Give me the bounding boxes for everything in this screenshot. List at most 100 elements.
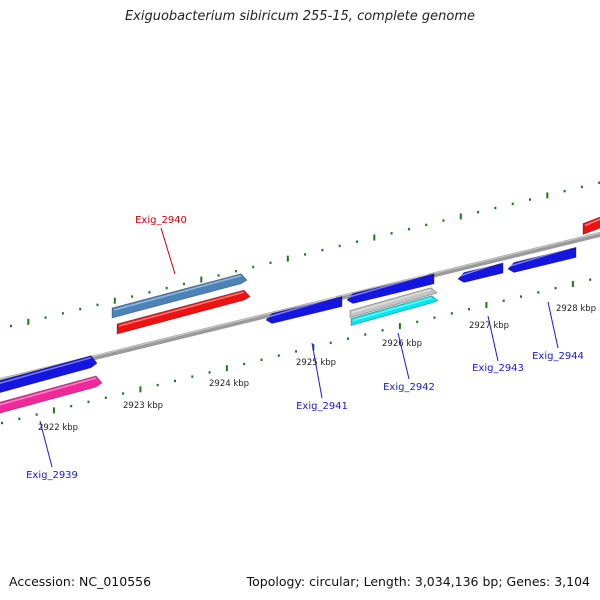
gene-exig-2942-highlight (352, 297, 433, 322)
minor-tick (156, 383, 159, 387)
minor-tick (356, 240, 358, 243)
gene-label-exig-2944[interactable]: Exig_2944 (532, 351, 584, 362)
minor-tick (183, 282, 185, 286)
major-tick (113, 297, 116, 304)
gene-exig-2942-upper[interactable] (346, 273, 435, 304)
scale-label-2927: 2927 kbp (469, 321, 509, 331)
major-tick (52, 407, 55, 414)
gene-exig-2943-highlight (459, 262, 498, 277)
scale-label-2928: 2928 kbp (556, 304, 596, 314)
gene-exig-2942-upper-highlight (348, 273, 429, 298)
gene-exig-2943[interactable] (457, 262, 504, 283)
minor-tick (243, 362, 246, 366)
minor-tick (191, 375, 194, 378)
minor-tick (10, 324, 12, 328)
major-tick (373, 234, 376, 241)
gene-edge-red-highlight (584, 218, 600, 227)
gene-label-exig-2940[interactable]: Exig_2940 (135, 215, 187, 226)
leader-exig-2942 (397, 332, 410, 380)
accession-text: Accession: NC_010556 (9, 574, 152, 589)
major-tick (485, 302, 488, 308)
minor-tick (252, 265, 255, 269)
gene-exig-2940-upper-highlight (113, 274, 242, 311)
gene-exig-2939-upper-highlight (0, 356, 92, 384)
gene-label-exig-2942[interactable]: Exig_2942 (383, 382, 435, 393)
minor-tick (1, 421, 3, 425)
gene-exig-2940[interactable] (116, 289, 251, 335)
minor-tick (44, 316, 47, 319)
minor-tick (174, 379, 176, 383)
minor-tick (381, 329, 384, 332)
major-tick (27, 318, 30, 325)
minor-tick (442, 219, 445, 222)
leader-exig-2940 (160, 227, 176, 275)
minor-tick (104, 396, 107, 399)
major-tick (200, 276, 203, 283)
scale-label-2924: 2924 kbp (209, 379, 249, 389)
gene-exig-2940-upper[interactable] (111, 273, 248, 319)
major-tick (459, 213, 462, 220)
leader-exig-2944 (547, 301, 559, 349)
scale-label-2922: 2922 kbp (38, 423, 78, 433)
gene-track (0, 216, 600, 415)
minor-tick (468, 308, 471, 311)
gene-exig-2942-gray-highlight (351, 289, 432, 314)
minor-tick (416, 320, 419, 324)
gene-edge-red[interactable] (582, 216, 600, 236)
gene-exig-2941-highlight (267, 296, 337, 318)
minor-tick (269, 261, 272, 264)
minor-tick (589, 278, 592, 281)
scale-label-2925: 2925 kbp (296, 358, 336, 368)
minor-tick (277, 354, 280, 357)
leader-exig-2943 (487, 315, 499, 362)
minor-tick (433, 316, 436, 319)
major-tick (398, 323, 401, 330)
minor-tick (260, 358, 263, 361)
minor-tick (35, 413, 38, 416)
label-leaders (39, 227, 559, 468)
minor-tick (554, 286, 557, 290)
major-tick (286, 255, 289, 262)
minor-tick (563, 189, 566, 193)
gene-exig-2942-gray[interactable] (349, 287, 438, 319)
gene-exig-2939-upper[interactable] (0, 355, 98, 394)
minor-tick (122, 392, 125, 395)
minor-tick (390, 232, 393, 235)
gene-exig-2940-highlight (118, 291, 245, 327)
major-tick (546, 192, 549, 199)
minor-tick (598, 181, 600, 184)
minor-tick (131, 295, 134, 298)
minor-tick (217, 274, 220, 277)
gene-label-exig-2943[interactable]: Exig_2943 (472, 363, 524, 374)
minor-tick (580, 185, 583, 189)
gene-exig-2939[interactable] (0, 375, 103, 415)
gene-exig-2941[interactable] (265, 295, 343, 324)
minor-tick (338, 244, 341, 248)
minor-tick (494, 206, 497, 210)
scale-label-2923: 2923 kbp (123, 401, 163, 411)
minor-tick (148, 291, 151, 294)
minor-tick (520, 295, 522, 298)
gene-exig-2942[interactable] (350, 295, 439, 327)
minor-tick (234, 270, 237, 273)
minor-tick (529, 198, 531, 201)
minor-tick (208, 371, 211, 374)
minor-tick (295, 350, 298, 353)
genome-summary-text: Topology: circular; Length: 3,034,136 bp… (246, 574, 590, 589)
gene-exig-2944[interactable] (507, 246, 577, 273)
minor-tick (321, 248, 324, 252)
minor-tick (347, 337, 349, 340)
minor-tick (61, 312, 64, 315)
minor-tick (477, 211, 480, 214)
major-tick (312, 344, 315, 351)
upper-tick-track (10, 181, 600, 328)
minor-tick (70, 404, 73, 408)
gene-exig-2939-highlight (0, 377, 97, 406)
minor-tick (96, 303, 99, 307)
minor-tick (329, 341, 332, 345)
gene-label-exig-2939[interactable]: Exig_2939 (26, 470, 78, 481)
gene-label-exig-2941[interactable]: Exig_2941 (296, 401, 348, 412)
minor-tick (511, 202, 514, 205)
gene-exig-2944-highlight (509, 247, 571, 267)
